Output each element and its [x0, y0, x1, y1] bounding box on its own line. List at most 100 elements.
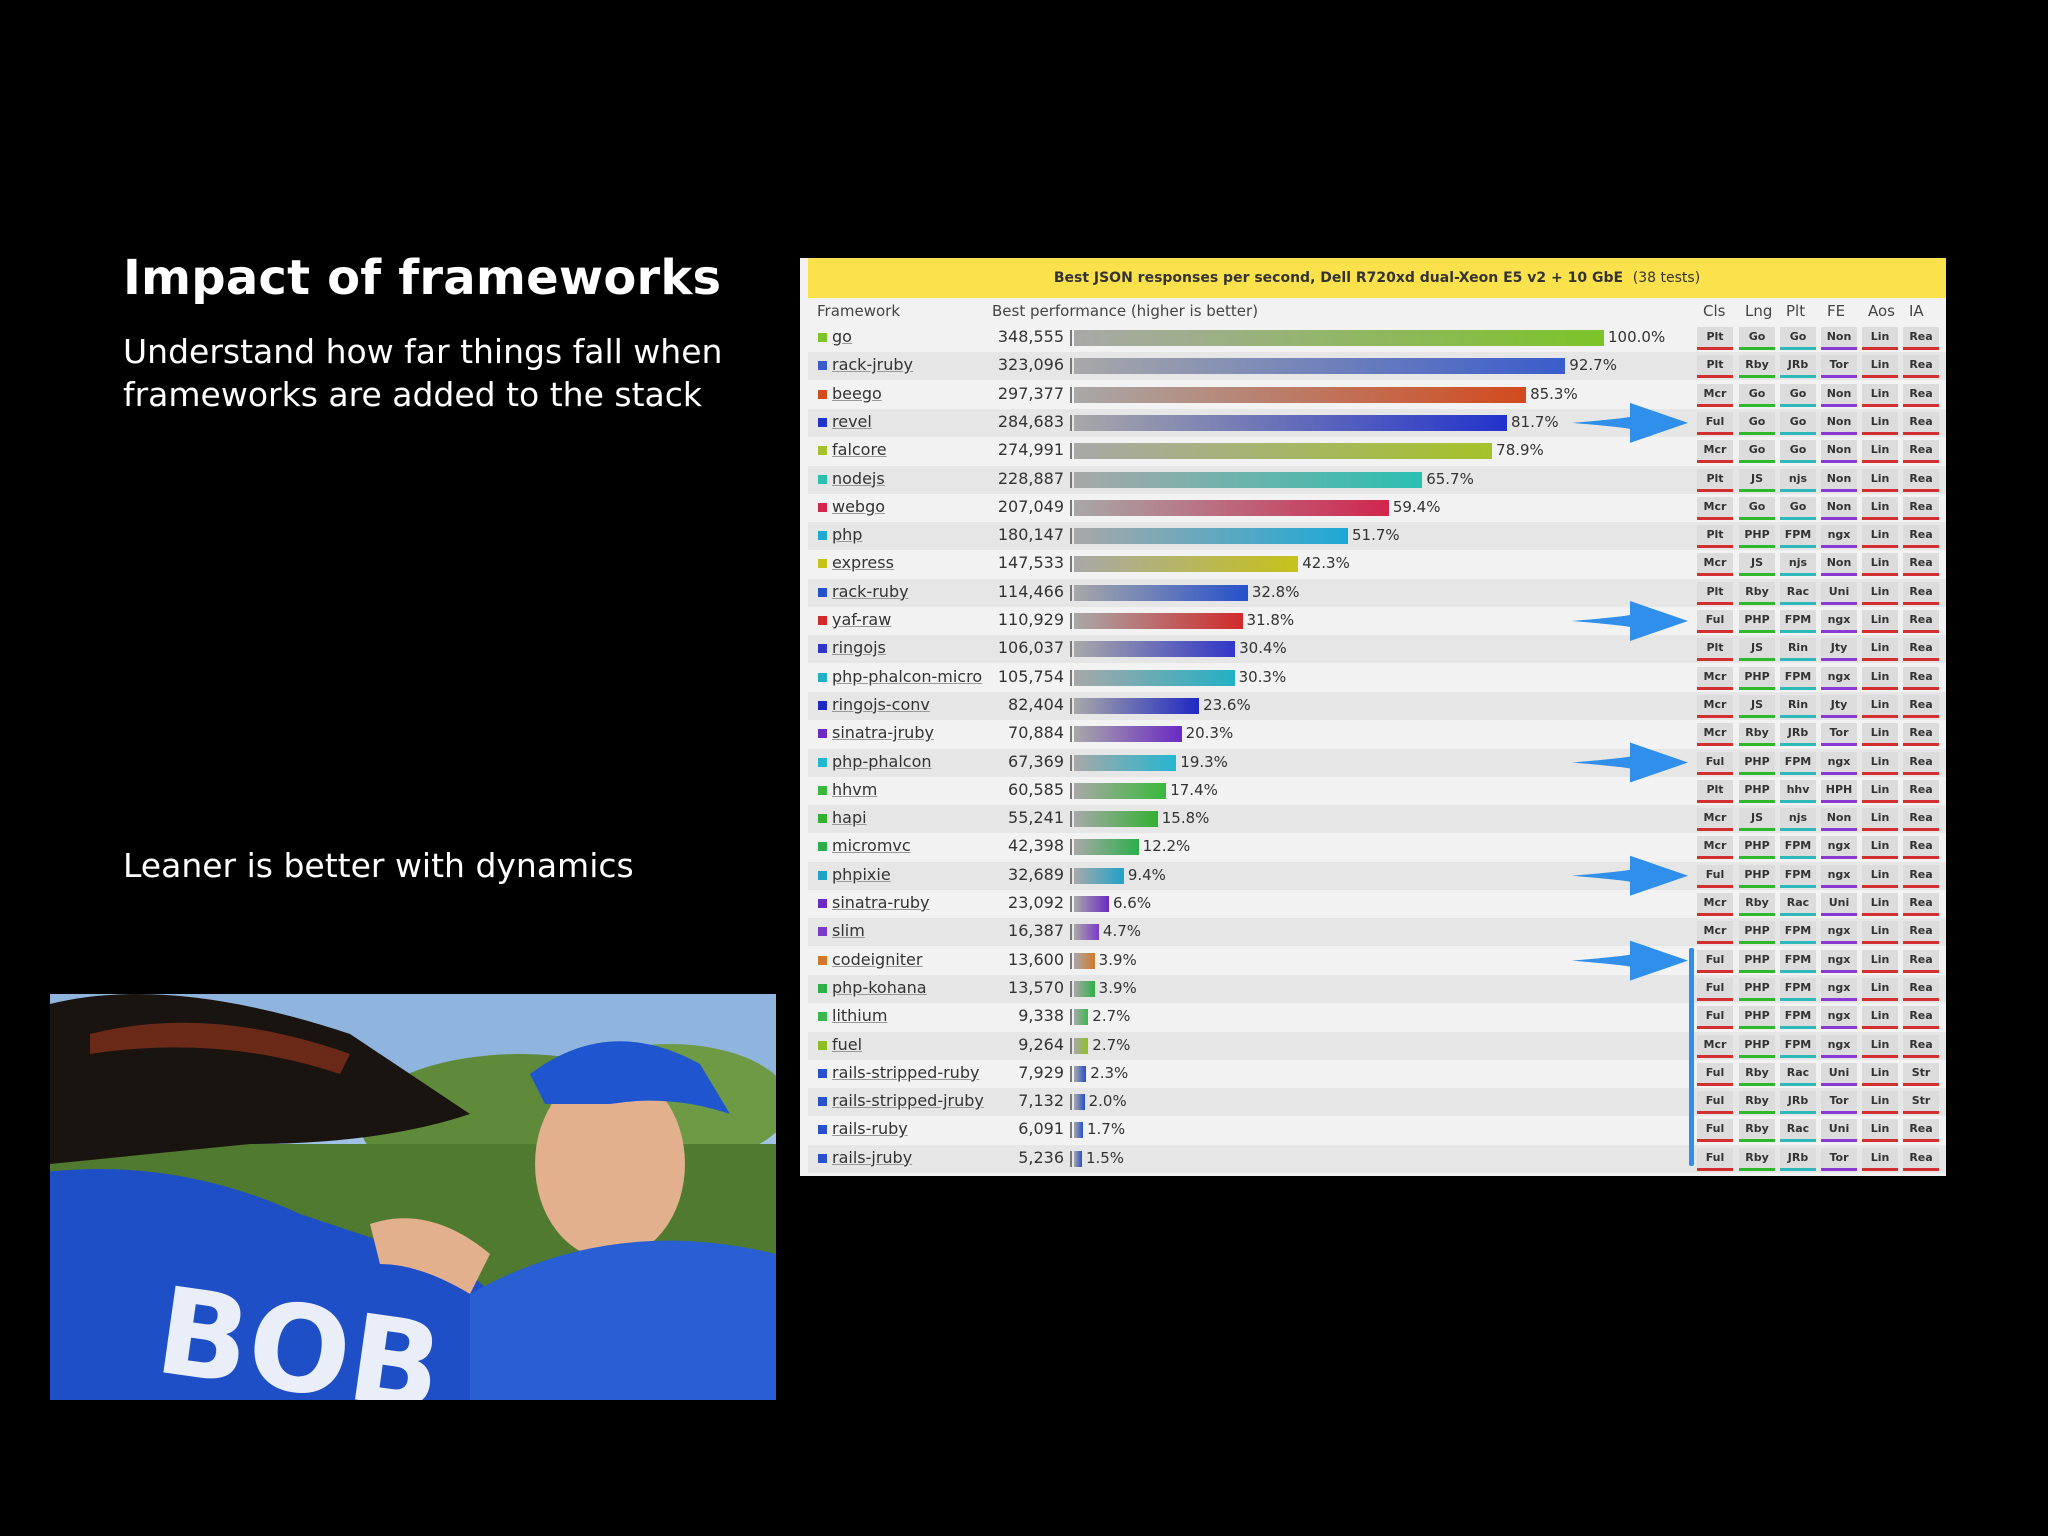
- throughput-value: 9,264: [1018, 1034, 1064, 1054]
- framework-link[interactable]: express: [832, 553, 894, 573]
- bar-baseline: [1070, 556, 1072, 573]
- bar-baseline: [1070, 867, 1072, 884]
- throughput-value: 114,466: [997, 581, 1064, 601]
- framework-link[interactable]: webgo: [832, 496, 886, 516]
- legend-swatch: [818, 446, 827, 456]
- framework-link[interactable]: ringojs: [832, 638, 886, 658]
- framework-link[interactable]: lithium: [832, 1006, 888, 1026]
- benchmark-title: Best JSON responses per second, Dell R72…: [1053, 270, 1624, 286]
- performance-percent: 15.8%: [1161, 809, 1210, 828]
- framework-link[interactable]: go: [832, 327, 852, 346]
- framework-link[interactable]: php: [832, 525, 863, 545]
- framework-link[interactable]: codeigniter: [832, 949, 923, 969]
- framework-link[interactable]: rack-ruby: [832, 581, 909, 601]
- attribute-badge: FPM: [1780, 864, 1816, 888]
- attribute-badge: Rea: [1903, 836, 1939, 860]
- performance-percent: 30.4%: [1239, 639, 1287, 658]
- legend-swatch: [818, 361, 827, 371]
- attribute-badge: ngx: [1821, 921, 1857, 945]
- performance-percent: 12.2%: [1142, 837, 1191, 856]
- performance-percent: 2.7%: [1092, 1035, 1131, 1054]
- performance-bar: [1074, 1009, 1089, 1026]
- framework-link[interactable]: phpixie: [832, 864, 891, 884]
- attribute-badge: Lin: [1862, 440, 1898, 464]
- attribute-badge: Plt: [1697, 779, 1733, 803]
- attribute-badge: PHP: [1739, 751, 1775, 775]
- attribute-badge: ngx: [1821, 666, 1857, 690]
- framework-link[interactable]: nodejs: [832, 468, 885, 488]
- table-row: lithium 9,338 2.7% Ful PHP FPM ngx Lin Rea: [808, 1003, 1946, 1031]
- table-row: rails-jruby 5,236 1.5% Ful Rby JRb Tor Lin Rea: [808, 1144, 1946, 1173]
- legend-swatch: [818, 417, 827, 427]
- framework-link[interactable]: rack-jruby: [832, 355, 914, 375]
- legend-swatch: [818, 1125, 827, 1135]
- performance-bar: [1074, 952, 1095, 969]
- attribute-badge: Lin: [1862, 496, 1898, 520]
- framework-link[interactable]: sinatra-jruby: [832, 723, 934, 743]
- table-row: php-kohana 13,570 3.9% Ful PHP FPM ngx Lin Rea: [808, 974, 1946, 1003]
- attribute-badge: njs: [1780, 808, 1816, 832]
- framework-link[interactable]: sinatra-ruby: [832, 893, 930, 912]
- framework-link[interactable]: rails-jruby: [832, 1147, 913, 1167]
- attribute-badge: Rac: [1780, 1119, 1816, 1143]
- framework-link[interactable]: fuel: [832, 1034, 863, 1054]
- bar-baseline: [1070, 1122, 1072, 1139]
- attribute-badge: ngx: [1821, 836, 1857, 860]
- attribute-badge: Ful: [1697, 411, 1733, 435]
- framework-link[interactable]: rails-stripped-ruby: [832, 1062, 980, 1082]
- framework-link[interactable]: beego: [832, 383, 882, 403]
- attribute-badge: PHP: [1739, 610, 1775, 633]
- framework-link[interactable]: php-phalcon-micro: [832, 666, 983, 686]
- throughput-value: 7,132: [1018, 1091, 1064, 1111]
- bar-baseline: [1070, 443, 1072, 460]
- table-row: micromvc 42,398 12.2% Mcr PHP FPM ngx Lin Rea: [808, 833, 1946, 861]
- attribute-badge: Rea: [1903, 723, 1939, 747]
- throughput-value: 16,387: [1008, 921, 1064, 941]
- legend-swatch: [818, 1012, 827, 1022]
- throughput-value: 5,236: [1018, 1147, 1064, 1167]
- framework-link[interactable]: falcore: [832, 440, 887, 460]
- attribute-badge: Ful: [1697, 1119, 1733, 1143]
- performance-percent: 6.6%: [1112, 894, 1152, 912]
- framework-link[interactable]: hhvm: [832, 779, 878, 799]
- framework-link[interactable]: ringojs-conv: [832, 694, 930, 714]
- attribute-badge: Non: [1821, 496, 1857, 520]
- table-row: ringojs-conv 82,404 23.6% Mcr JS Rin Jty Lin Rea: [808, 691, 1946, 720]
- framework-link[interactable]: micromvc: [832, 836, 911, 856]
- attribute-badge: Rea: [1903, 468, 1939, 492]
- bar-baseline: [1070, 1065, 1072, 1082]
- attribute-badge: Str: [1903, 1062, 1939, 1086]
- attribute-badge: FPM: [1780, 1034, 1816, 1058]
- framework-link[interactable]: hapi: [832, 808, 867, 828]
- performance-percent: 85.3%: [1530, 384, 1578, 403]
- throughput-value: 6,091: [1018, 1119, 1064, 1139]
- performance-bar: [1074, 726, 1182, 743]
- performance-bar: [1074, 1065, 1087, 1082]
- legend-swatch: [818, 1068, 827, 1078]
- framework-link[interactable]: rails-stripped-jruby: [832, 1091, 984, 1111]
- bar-baseline: [1070, 669, 1072, 686]
- performance-bar: [1074, 782, 1167, 799]
- framework-link[interactable]: php-kohana: [832, 977, 927, 997]
- performance-bar: [1074, 1122, 1083, 1139]
- attribute-badge: Rby: [1739, 723, 1775, 747]
- bar-baseline: [1070, 754, 1072, 771]
- framework-link[interactable]: yaf-raw: [832, 610, 892, 629]
- attribute-badge: Non: [1821, 383, 1857, 407]
- table-row: rails-ruby 6,091 1.7% Ful Rby Rac Uni Lin Rea: [808, 1116, 1946, 1144]
- framework-link[interactable]: php-phalcon: [832, 751, 932, 771]
- attribute-header: FE: [1827, 302, 1846, 320]
- framework-link[interactable]: revel: [832, 411, 872, 431]
- attribute-badge: Ful: [1697, 1091, 1733, 1115]
- attribute-badge: Lin: [1862, 751, 1898, 775]
- framework-link[interactable]: rails-ruby: [832, 1119, 908, 1139]
- performance-bar: [1074, 669, 1235, 686]
- framework-link[interactable]: slim: [832, 921, 865, 941]
- throughput-value: 106,037: [997, 638, 1064, 658]
- bracket-bar: [1689, 948, 1694, 1166]
- performance-bar: [1074, 358, 1566, 375]
- attribute-badge: Non: [1821, 327, 1857, 350]
- legend-swatch: [818, 899, 827, 908]
- legend-swatch: [818, 785, 827, 795]
- arrow-icon: [1572, 601, 1688, 641]
